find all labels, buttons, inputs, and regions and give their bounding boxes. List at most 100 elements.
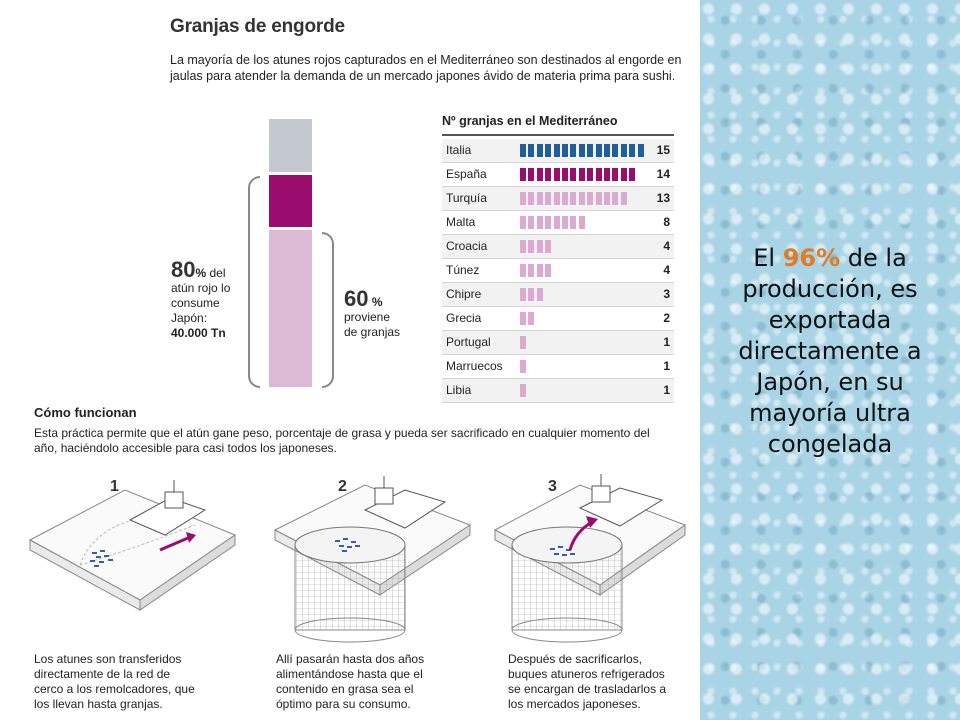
boat-2-icon [363, 476, 447, 529]
farm-bar-segment [520, 384, 526, 397]
step-3-caption-line: buques atuneros refrigerados [508, 667, 665, 681]
farm-count: 4 [663, 239, 670, 253]
farm-bar-segment [553, 144, 560, 157]
farm-country: Libia [446, 383, 472, 397]
farm-count: 15 [656, 143, 670, 157]
farm-bar-segment [553, 216, 560, 229]
farm-bar-segment [520, 168, 526, 181]
farm-bar-segment [520, 192, 526, 205]
infographic-title: Granjas de engorde [170, 16, 345, 37]
farm-country: Italia [446, 143, 472, 157]
farm-bar-segment [536, 192, 543, 205]
farm-row: Marruecos 1 [442, 355, 674, 379]
farm-bar-segment [604, 168, 610, 181]
farm-bar-segment [578, 144, 585, 157]
farm-bar-segment [587, 168, 594, 181]
note-60-percent: 60 % proviene de granjas [344, 288, 434, 340]
farm-bar-segment [587, 144, 594, 157]
farm-country: Portugal [446, 335, 491, 349]
farm-bar-segment [612, 192, 619, 205]
farm-count: 1 [663, 383, 670, 397]
farm-bar-segment [545, 216, 552, 229]
farm-country: Malta [446, 215, 476, 229]
farm-bar-segment [578, 216, 585, 229]
farm-bar-segment [520, 312, 526, 325]
boat-3-icon [578, 474, 664, 527]
step-3-caption: Después de sacrificarlos, buques atunero… [508, 652, 700, 712]
farm-bar-segment [528, 168, 535, 181]
farm-bar-segment [528, 264, 535, 277]
stack-segment-bottom [269, 230, 312, 387]
farm-bar-segment [528, 216, 535, 229]
step-1-number: 1 [110, 478, 119, 495]
farm-row: Grecia 2 [442, 307, 674, 331]
step-1-caption-line: los llevan hasta granjas. [34, 697, 163, 711]
farm-bar-segment [570, 192, 577, 205]
export-statement-pre: El [753, 244, 783, 272]
water-drops-background [700, 0, 960, 720]
step-2-caption-line: óptimo para su consumo. [276, 697, 411, 711]
farm-bar-segment [604, 144, 610, 157]
farm-bar-segment [520, 360, 526, 373]
farm-row: Malta 8 [442, 211, 674, 235]
farm-bar-segment [629, 144, 636, 157]
farm-bar-segment [562, 168, 568, 181]
step-1-caption: Los atunes son transferidos directamente… [34, 652, 244, 712]
step-1-caption-line: cerco a los remolcadores, que [34, 682, 195, 696]
farm-count: 4 [663, 263, 670, 277]
export-statement: El 96% de la producción, es exportada di… [710, 243, 950, 460]
farm-row: Turquía 13 [442, 187, 674, 211]
steps-illustration [28, 474, 687, 643]
farm-bar-segment [570, 168, 577, 181]
farm-bar-segment [620, 144, 627, 157]
step-3-caption-line: Después de sacrificarlos, [508, 652, 643, 666]
farm-bar-segment [629, 168, 636, 181]
note-80-rest: del [206, 266, 226, 280]
farm-count: 8 [663, 215, 670, 229]
farm-bar-segment [637, 144, 644, 157]
farm-bar-segment [595, 144, 602, 157]
farm-row: Croacia 4 [442, 235, 674, 259]
lift-arrow-icon [568, 516, 598, 551]
farm-row: Libia 1 [442, 379, 674, 403]
note-80-line3: consume [171, 296, 220, 310]
farm-country: Croacia [446, 239, 488, 253]
farm-bar-segment [520, 216, 526, 229]
step-2-caption-line: contenido en grasa sea el [276, 682, 414, 696]
step-2-scene [273, 476, 472, 643]
farm-bar-segment [578, 192, 585, 205]
farm-bar-segment [545, 192, 552, 205]
farm-country: Turquía [446, 191, 487, 205]
farm-bar-segment [562, 144, 568, 157]
tuna-school-2-icon [335, 538, 360, 552]
step-2-caption: Allí pasarán hasta dos años alimentándos… [276, 652, 486, 712]
note-60-value: 60 [344, 286, 369, 311]
farm-bar-segment [612, 168, 619, 181]
note-60-line3: de granjas [344, 325, 401, 339]
farm-bar-segment [528, 312, 535, 325]
transfer-arrow-icon [159, 532, 196, 552]
farm-bar-segment [520, 264, 526, 277]
note-80-percent: 80% del atún rojo lo consume Japón: 40.0… [171, 259, 251, 341]
farm-row: España 14 [442, 163, 674, 187]
farm-bar-segment [536, 288, 543, 301]
farm-bar-segment [536, 216, 543, 229]
farm-bar-segment [528, 192, 535, 205]
step-3-caption-line: los mercados japoneses. [508, 697, 641, 711]
farm-bar-segment [604, 192, 610, 205]
stack-segment-middle [269, 175, 312, 227]
export-statement-post: de la producción, es exportada directame… [738, 244, 922, 458]
farm-bar-segment [536, 240, 543, 253]
farm-bar-segment [528, 144, 535, 157]
farm-bar-segment [528, 288, 535, 301]
fish-cage-2-icon [294, 526, 406, 643]
step-1-scene [28, 480, 237, 611]
step-1-caption-line: Los atunes son transferidos [34, 652, 182, 666]
stack-segment-top [269, 119, 312, 172]
farm-bar-segment [520, 288, 526, 301]
farm-bar-segment [553, 192, 560, 205]
farm-bar-segment [612, 144, 619, 157]
farm-count: 3 [663, 287, 670, 301]
farm-country: Chipre [446, 287, 482, 301]
note-80-pct: % [195, 266, 207, 280]
